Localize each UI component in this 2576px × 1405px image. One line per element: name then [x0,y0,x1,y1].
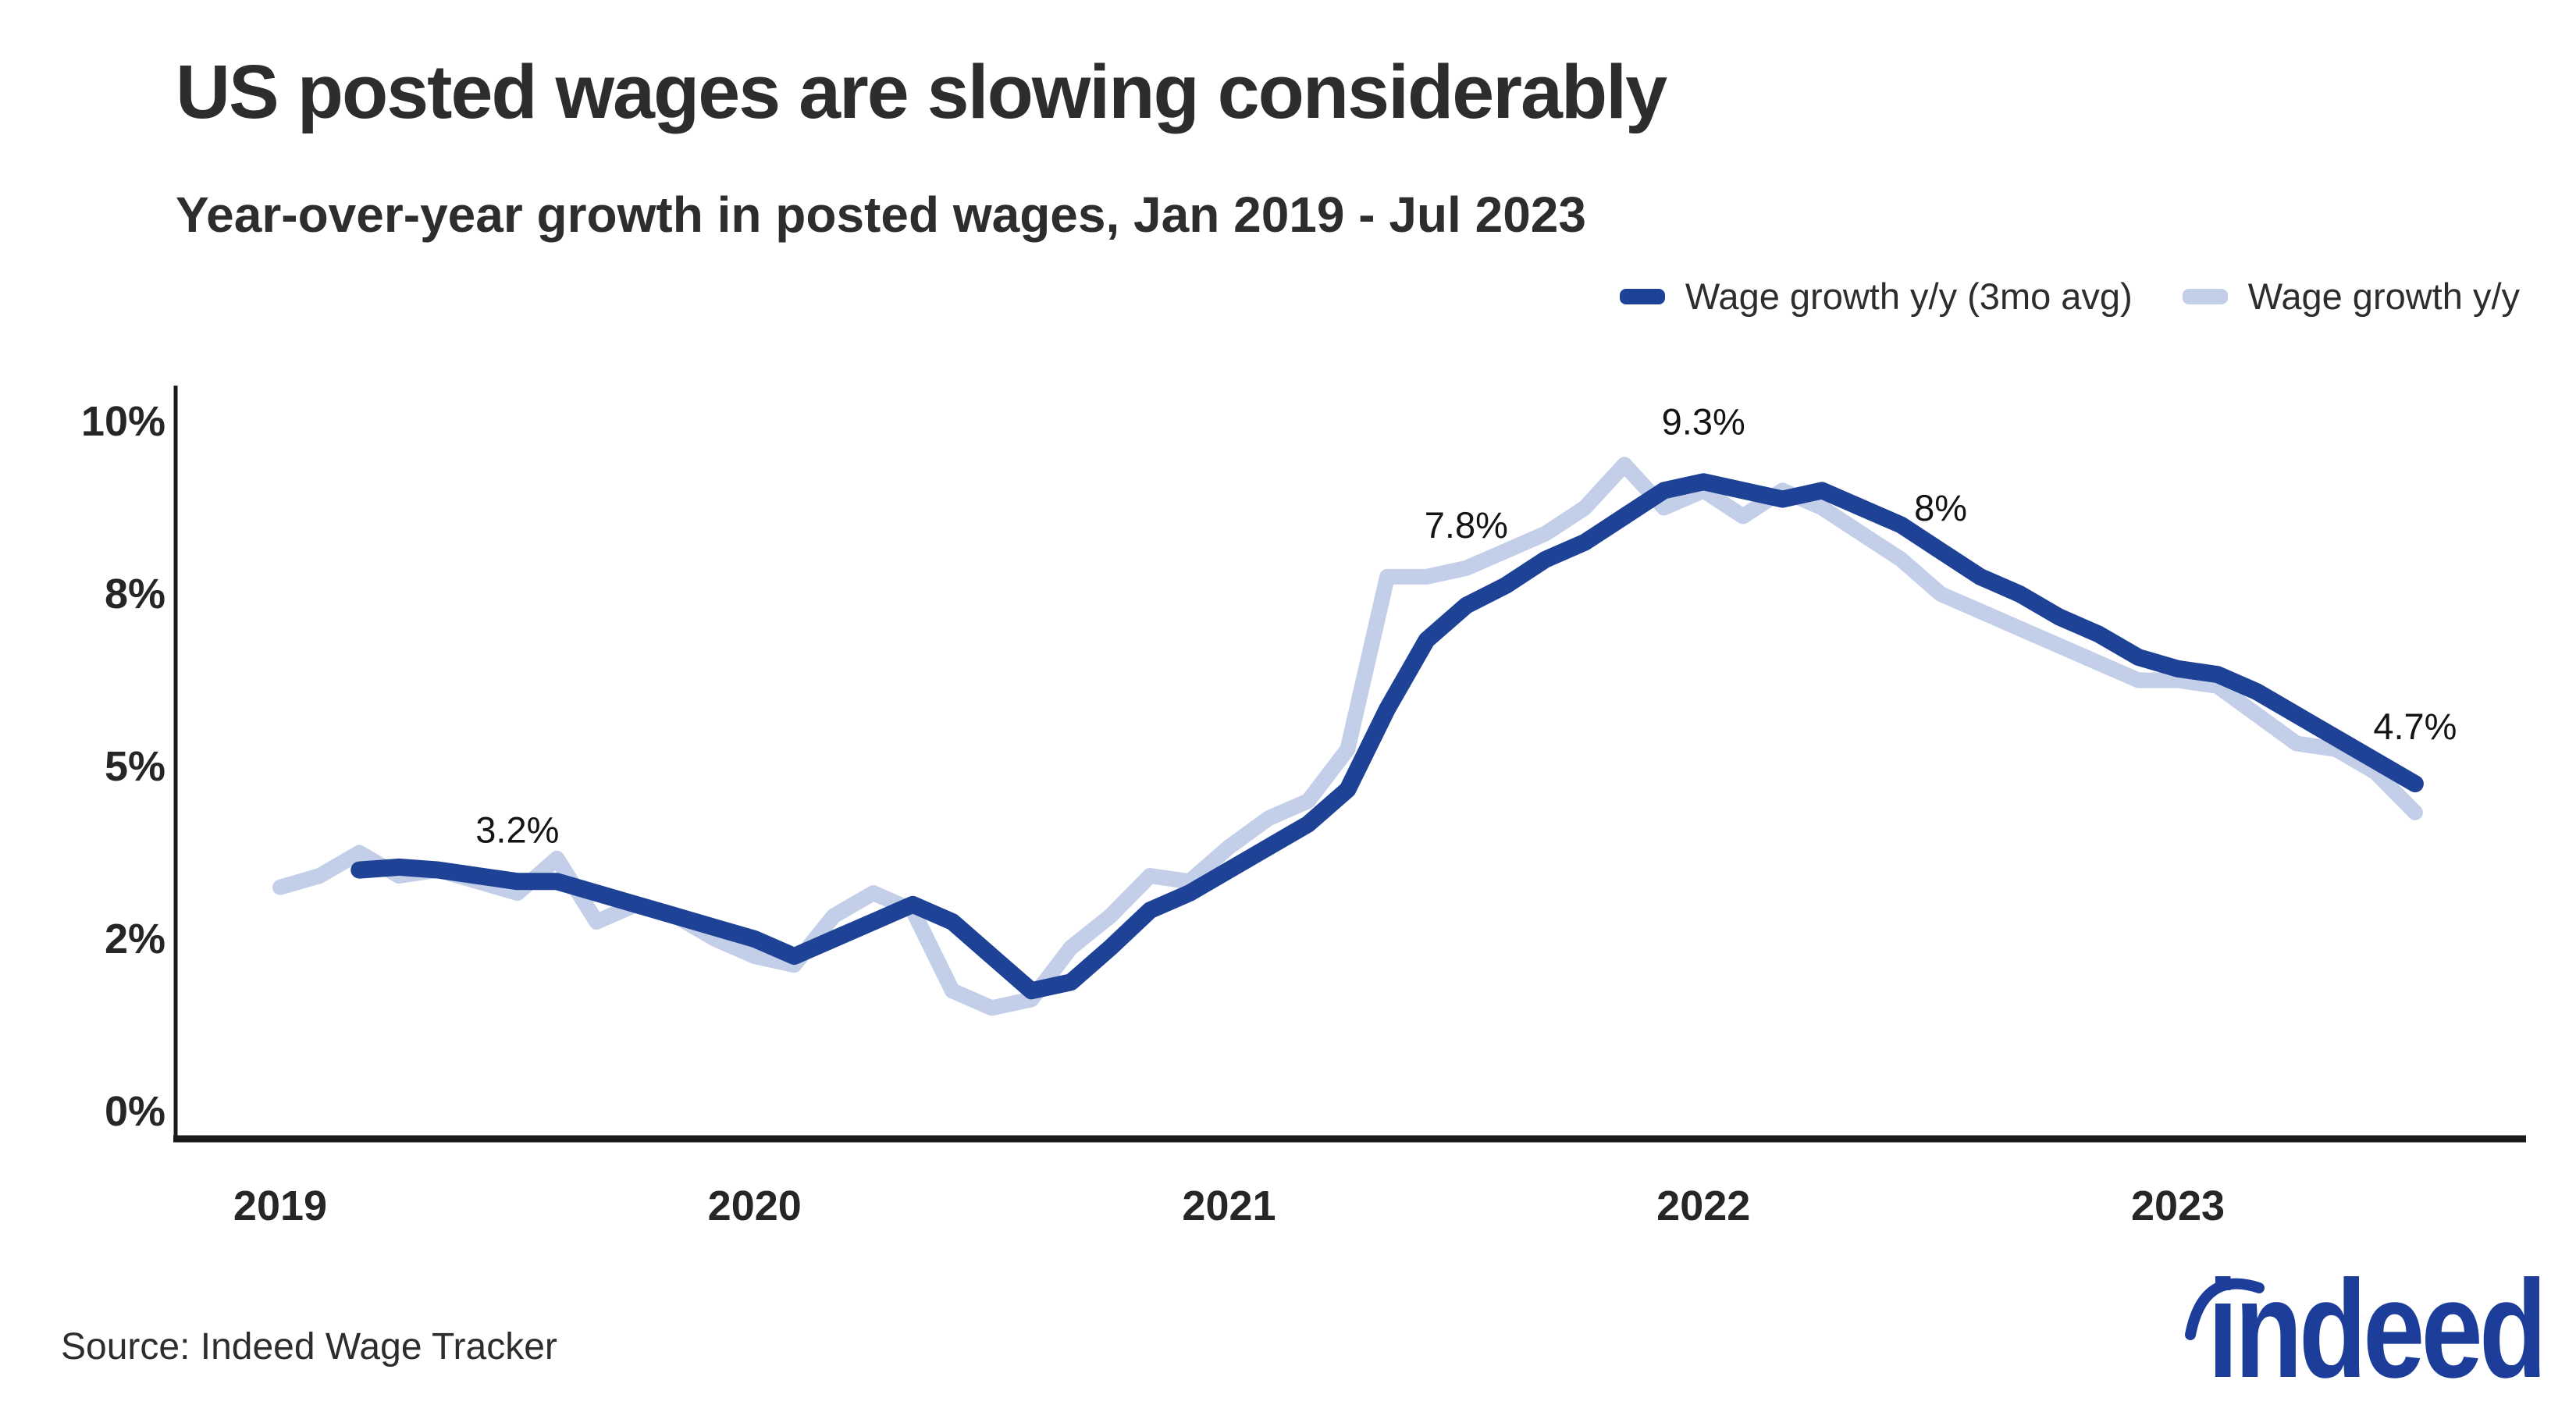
indeed-logo: indeed [2185,1252,2547,1405]
page-title: US posted wages are slowing considerably [176,49,1667,134]
chart-legend: Wage growth y/y (3mo avg) Wage growth y/… [1619,275,2520,318]
legend-item-3mo-avg: Wage growth y/y (3mo avg) [1619,275,2133,318]
chart-subtitle: Year-over-year growth in posted wages, J… [176,187,1586,243]
y-tick-label-10: 10% [81,398,165,445]
annotation-9.3: 9.3% [1662,401,1745,443]
indeed-logo-arc-icon [2185,1278,2265,1340]
wage-growth-3mo-avg-line [350,473,2424,1000]
annotation-8: 8% [1914,487,1967,528]
x-tick-label-2020: 2020 [708,1183,802,1229]
chart-series-lines [272,457,2424,1016]
x-tick-label-2023: 2023 [2131,1183,2225,1229]
x-tick-label-2021: 2021 [1182,1183,1276,1229]
legend-label-3mo-avg: Wage growth y/y (3mo avg) [1685,276,2133,317]
annotation-4.7: 4.7% [2373,706,2457,747]
legend-label-raw: Wage growth y/y [2247,276,2520,317]
y-tick-label-0: 0% [105,1088,165,1135]
x-tick-label-2022: 2022 [1656,1183,1750,1229]
y-tick-label-5: 5% [105,743,165,790]
annotation-7.8: 7.8% [1425,504,1508,546]
legend-item-raw: Wage growth y/y [2182,275,2520,318]
x-tick-label-2019: 2019 [233,1183,327,1229]
wage-growth-raw-line [272,457,2423,1016]
y-tick-label-2: 2% [105,916,165,962]
data-annotations: 3.2% 7.8% 9.3% 8% 4.7% [475,401,2457,851]
legend-swatch-raw-icon [2182,288,2228,304]
legend-swatch-3mo-avg-icon [1619,288,1665,304]
indeed-logo-wordmark: indeed [2208,1252,2543,1405]
y-axis-tick-labels: 0% 2% 5% 8% 10% [81,398,165,1135]
y-tick-label-8: 8% [105,571,165,617]
source-note: Source: Indeed Wage Tracker [61,1326,557,1368]
x-axis-tick-labels: 2019 2020 2021 2022 2023 [233,1183,2225,1229]
annotation-3.2: 3.2% [475,809,559,851]
